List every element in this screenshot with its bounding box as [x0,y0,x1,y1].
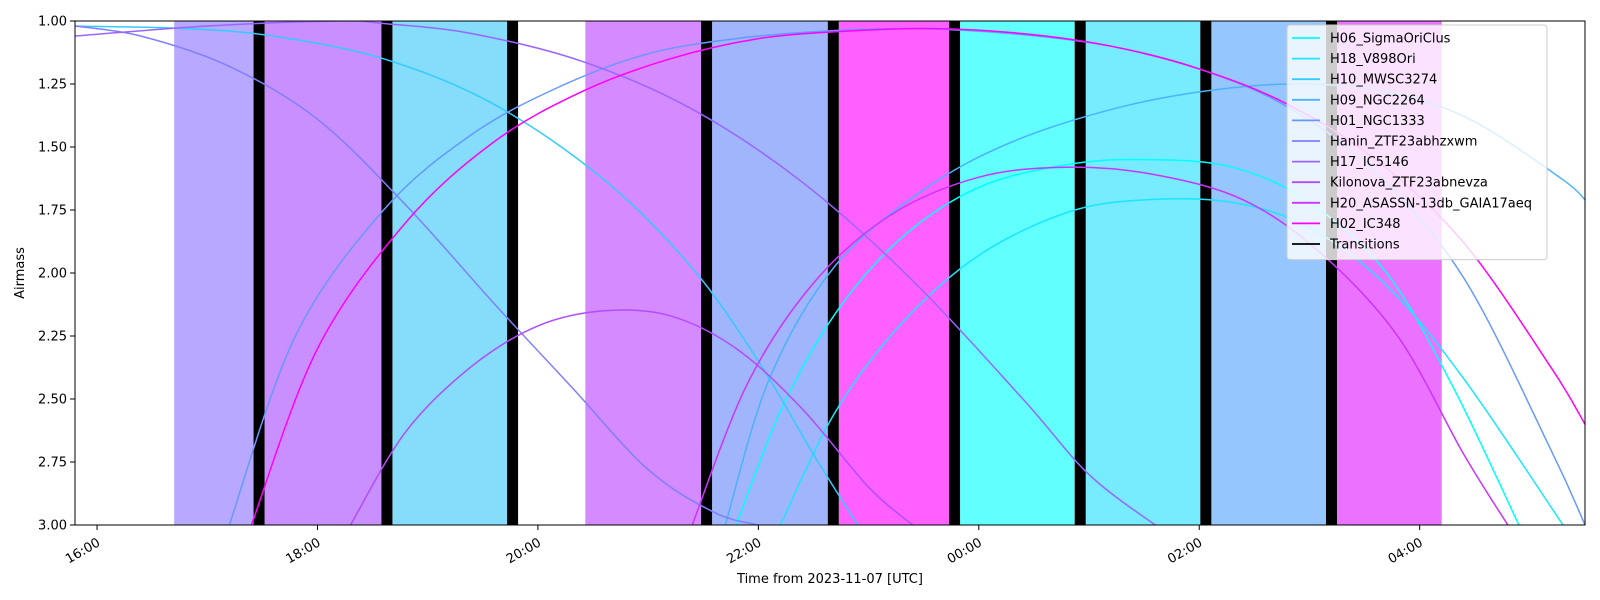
x-tick-label: 16:00 [63,535,103,567]
x-axis: 16:00 18:00 20:00 22:00 00:00 02:00 04:00 [63,525,1426,567]
series-line-hanin-ztf23abhzxwm [75,25,759,525]
observation-block-7 [1085,21,1201,525]
legend-box [1286,24,1548,261]
y-tick-label: 2.00 [38,267,67,282]
series-line-h20-asassn-13db-gaia17aeq [691,166,1509,525]
observation-block-3 [585,21,702,525]
observation-block-2 [392,21,508,525]
legend: H06_SigmaOriClus H18_V898Ori H10_MWSC3274 H… [1286,24,1548,261]
y-axis: 1.00 1.25 1.50 1.75 2.00 2.25 2.50 2.75 3.00 [38,15,75,534]
transition-bar-0 [253,21,265,525]
x-tick-label: 04:00 [1386,535,1426,567]
transition-bar-8 [1325,21,1338,525]
transition-bar-2 [507,21,519,525]
legend-label: Hanin_ZTF23abhzxwm [1330,135,1477,150]
transition-bar-1 [381,21,393,525]
x-tick-label: 18:00 [284,535,324,567]
y-tick-label: 3.00 [38,519,67,534]
x-axis-title: Time from 2023-11-07 [UTC] [736,572,923,587]
legend-label: H18_V898Ori [1330,52,1416,67]
transition-bar-3 [701,21,713,525]
observation-block-5 [838,21,950,525]
y-tick-label: 2.25 [38,330,67,345]
transition-bar-4 [827,21,839,525]
legend-label: Transitions [1329,238,1400,253]
transition-bar-7 [1200,21,1212,525]
observation-block-1 [264,21,382,525]
legend-label: Kilonova_ZTF23abnevza [1330,176,1488,191]
legend-label: H09_NGC2264 [1330,93,1425,108]
y-tick-label: 1.75 [38,204,67,219]
x-tick-label: 22:00 [724,535,764,567]
x-tick-label: 20:00 [504,535,544,567]
legend-label: H10_MWSC3274 [1330,73,1437,88]
series-line-h06-sigmaoriclus [735,158,1520,525]
y-tick-label: 2.75 [38,456,67,471]
series-line-h10-mwsc3274 [75,25,859,525]
legend-label: H06_SigmaOriClus [1330,32,1451,47]
transition-bar-6 [1074,21,1086,525]
legend-label: H17_IC5146 [1330,155,1409,170]
x-tick-label: 02:00 [1165,535,1205,567]
y-tick-label: 1.50 [38,141,67,156]
x-tick-label: 00:00 [945,535,985,567]
observation-block-0 [174,21,254,525]
legend-label: H20_ASASSN-13db_GAIA17aeq [1330,196,1532,211]
series-line-kilonova-ztf23abnevza [349,309,914,525]
y-tick-label: 1.25 [38,78,67,93]
y-axis-title: Airmass [13,247,28,299]
series-line-h17-ic5146 [75,21,1156,525]
legend-label: H01_NGC1333 [1330,114,1425,129]
legend-label: H02_IC348 [1330,217,1401,232]
y-tick-label: 2.50 [38,393,67,408]
observation-block-4 [712,21,828,525]
series-line-h18-v898ori [779,197,1564,525]
observation-block-6 [960,21,1075,525]
y-tick-label: 1.00 [38,15,67,30]
observation-blocks [174,21,1442,525]
